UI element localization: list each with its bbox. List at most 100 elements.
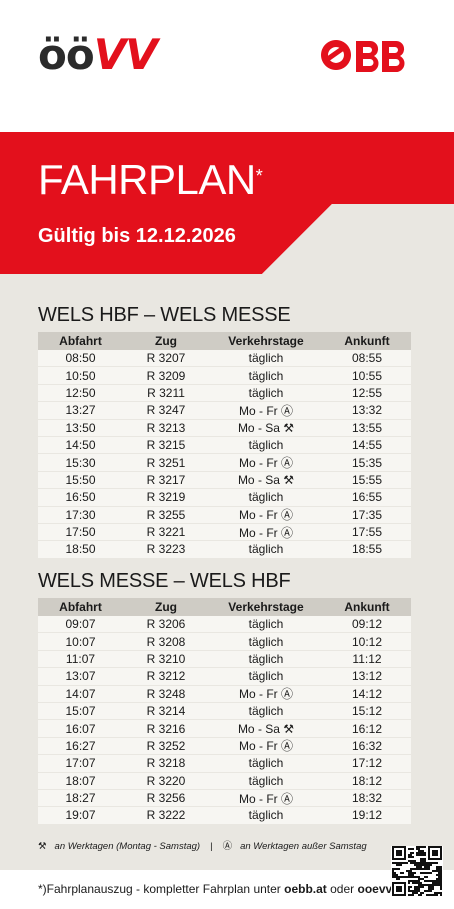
table-row: 15:30 R 3251 Mo - Fr Ⓐ 15:35 — [38, 454, 411, 472]
service-days-cell: täglich — [248, 669, 284, 684]
departure-cell: 19:07 — [65, 808, 96, 823]
table-row: 16:07 R 3216 Mo - Sa ⚒ 16:12 — [38, 720, 411, 738]
departure-cell: 13:27 — [65, 403, 96, 418]
service-days-cell: Mo - Fr Ⓐ — [239, 687, 293, 702]
validity-date: Gültig bis 12.12.2026 — [38, 225, 236, 247]
obb-logo — [321, 40, 405, 72]
departure-cell: 10:07 — [65, 634, 96, 649]
oebb-link[interactable]: oebb.at — [284, 882, 327, 896]
departure-cell: 17:30 — [65, 507, 96, 522]
service-days-cell: Mo - Fr Ⓐ — [239, 739, 293, 754]
train-cell: R 3222 — [146, 808, 186, 823]
departure-cell: 17:50 — [65, 525, 96, 540]
service-days-cell: täglich — [248, 490, 284, 505]
table-row: 15:07 R 3214 täglich 15:12 — [38, 702, 411, 721]
service-days-cell: täglich — [248, 808, 284, 823]
departure-cell: 16:50 — [65, 490, 96, 505]
train-cell: R 3220 — [146, 773, 186, 788]
train-cell: R 3209 — [146, 368, 186, 383]
departure-cell: 18:07 — [65, 773, 96, 788]
departure-cell: 14:50 — [65, 438, 96, 453]
weekday-symbol: Ⓐ — [222, 841, 233, 852]
table-row: 16:50 R 3219 täglich 16:55 — [38, 489, 411, 507]
service-days-cell: täglich — [248, 368, 284, 383]
column-header: Verkehrstage — [228, 600, 304, 614]
departure-cell: 08:50 — [65, 351, 96, 366]
timetable-return: Abfahrt Zug Verkehrstage Ankunft 09:07 R 3206… — [38, 598, 411, 825]
departure-cell: 11:07 — [65, 651, 96, 666]
service-days-cell: Mo - Fr Ⓐ — [239, 791, 293, 806]
service-days-cell: täglich — [248, 651, 284, 666]
arrival-cell: 17:35 — [351, 507, 383, 522]
train-cell: R 3213 — [146, 420, 186, 435]
arrival-cell: 17:55 — [351, 525, 383, 540]
train-cell: R 3248 — [146, 686, 186, 701]
train-cell: R 3212 — [146, 669, 186, 684]
table-row: 13:50 R 3213 Mo - Sa ⚒ 13:55 — [38, 419, 411, 437]
service-days-cell: täglich — [248, 385, 284, 400]
service-days-cell: täglich — [248, 617, 284, 632]
table-row: 17:30 R 3255 Mo - Fr Ⓐ 17:35 — [38, 506, 411, 524]
footer-middle: oder — [326, 882, 358, 896]
table-row: 10:50 R 3209 täglich 10:55 — [38, 367, 411, 385]
departure-cell: 12:50 — [65, 385, 96, 400]
service-days-cell: Mo - Fr Ⓐ — [239, 508, 293, 523]
train-cell: R 3207 — [146, 351, 186, 366]
train-cell: R 3208 — [146, 634, 186, 649]
service-days-cell: täglich — [248, 542, 284, 557]
departure-cell: 14:07 — [65, 686, 96, 701]
column-header: Ankunft — [344, 600, 390, 614]
service-days-cell: Mo - Sa ⚒ — [237, 472, 295, 487]
departure-cell: 15:30 — [65, 455, 96, 470]
train-cell: R 3217 — [146, 472, 186, 487]
table-row: 09:07 R 3206 täglich 09:12 — [38, 616, 411, 634]
footer: *)Fahrplanauszug - kompletter Fahrplan u… — [0, 870, 454, 909]
service-days-cell: täglich — [248, 634, 284, 649]
logo-bar: ööVV — [0, 0, 454, 132]
arrival-cell: 10:55 — [351, 368, 383, 383]
workday-symbol: ⚒ — [38, 841, 47, 852]
service-days-cell: täglich — [248, 351, 284, 366]
page-title: FAHRPLAN* — [38, 155, 263, 205]
column-header: Zug — [155, 334, 177, 348]
table-row: 13:07 R 3212 täglich 13:12 — [38, 668, 411, 686]
footer-note: *)Fahrplanauszug - kompletter Fahrplan u… — [38, 882, 405, 896]
legend-text-weekdays: an Werktagen außer Samstag — [240, 841, 367, 852]
arrival-cell: 18:55 — [351, 542, 383, 557]
train-cell: R 3210 — [146, 651, 186, 666]
arrival-cell: 18:32 — [351, 791, 383, 806]
service-days-cell: Mo - Sa ⚒ — [237, 420, 295, 435]
table-header: Abfahrt Zug Verkehrstage Ankunft — [38, 332, 411, 350]
table-row: 11:07 R 3210 täglich 11:12 — [38, 650, 411, 669]
arrival-cell: 16:55 — [351, 490, 383, 505]
table-row: 14:07 R 3248 Mo - Fr Ⓐ 14:12 — [38, 685, 411, 703]
qr-code[interactable] — [391, 846, 443, 896]
service-days-cell: Mo - Fr Ⓐ — [239, 456, 293, 471]
service-days-cell: Mo - Sa ⚒ — [237, 721, 295, 736]
column-header: Abfahrt — [59, 334, 102, 348]
table-row: 17:50 R 3221 Mo - Fr Ⓐ 17:55 — [38, 523, 411, 542]
train-cell: R 3218 — [146, 756, 186, 771]
train-cell: R 3223 — [146, 542, 186, 557]
timetable-outbound: Abfahrt Zug Verkehrstage Ankunft 08:50 R 3207… — [38, 332, 411, 559]
arrival-cell: 15:55 — [351, 472, 383, 487]
arrival-cell: 14:55 — [351, 438, 383, 453]
legend-text-workdays: an Werktagen (Montag - Samstag) — [54, 841, 201, 852]
train-cell: R 3211 — [147, 385, 185, 400]
footer-prefix: *)Fahrplanauszug - kompletter Fahrplan u… — [38, 882, 285, 896]
arrival-cell: 16:12 — [351, 721, 383, 736]
departure-cell: 13:50 — [65, 420, 96, 435]
arrival-cell: 17:12 — [351, 756, 383, 771]
train-cell: R 3216 — [146, 721, 186, 736]
arrival-cell: 15:12 — [351, 704, 383, 719]
train-cell: R 3221 — [146, 525, 186, 540]
train-cell: R 3251 — [146, 455, 186, 470]
train-cell: R 3252 — [146, 738, 186, 753]
train-cell: R 3256 — [146, 791, 186, 806]
route-title-outbound: WELS HBF – WELS MESSE — [38, 304, 291, 326]
arrival-cell: 16:32 — [351, 738, 383, 753]
arrival-cell: 13:55 — [351, 420, 383, 435]
departure-cell: 18:50 — [65, 542, 96, 557]
